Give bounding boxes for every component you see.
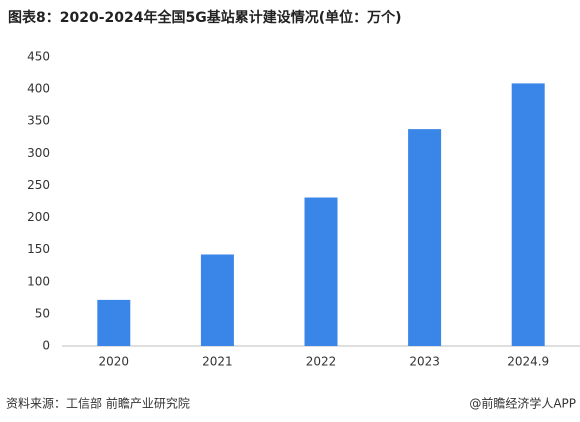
bar xyxy=(408,129,442,346)
x-tick-label: 2022 xyxy=(306,355,337,369)
x-tick-label: 2024.9 xyxy=(507,355,549,369)
y-tick-label: 450 xyxy=(27,50,50,64)
y-tick-label: 0 xyxy=(42,339,50,353)
y-tick-label: 200 xyxy=(27,210,50,224)
credit: @前瞻经济学人APP xyxy=(469,396,576,411)
y-tick-label: 350 xyxy=(27,114,50,128)
x-tick-label: 2023 xyxy=(409,355,440,369)
chart-title: 图表8：2020-2024年全国5G基站累计建设情况(单位：万个) xyxy=(8,9,402,26)
y-tick-label: 400 xyxy=(27,82,50,96)
y-tick-label: 50 xyxy=(35,306,50,320)
y-tick-label: 250 xyxy=(27,178,50,192)
bar xyxy=(97,299,131,346)
y-tick-label: 100 xyxy=(27,274,50,288)
y-tick-label: 300 xyxy=(27,146,50,160)
bar xyxy=(511,83,545,347)
source: 资料来源：工信部 前瞻产业研究院 xyxy=(6,396,190,411)
y-tick-label: 150 xyxy=(27,242,50,256)
x-tick-label: 2020 xyxy=(99,355,130,369)
bar xyxy=(304,197,338,346)
bar xyxy=(200,254,234,346)
x-tick-label: 2021 xyxy=(202,355,233,369)
